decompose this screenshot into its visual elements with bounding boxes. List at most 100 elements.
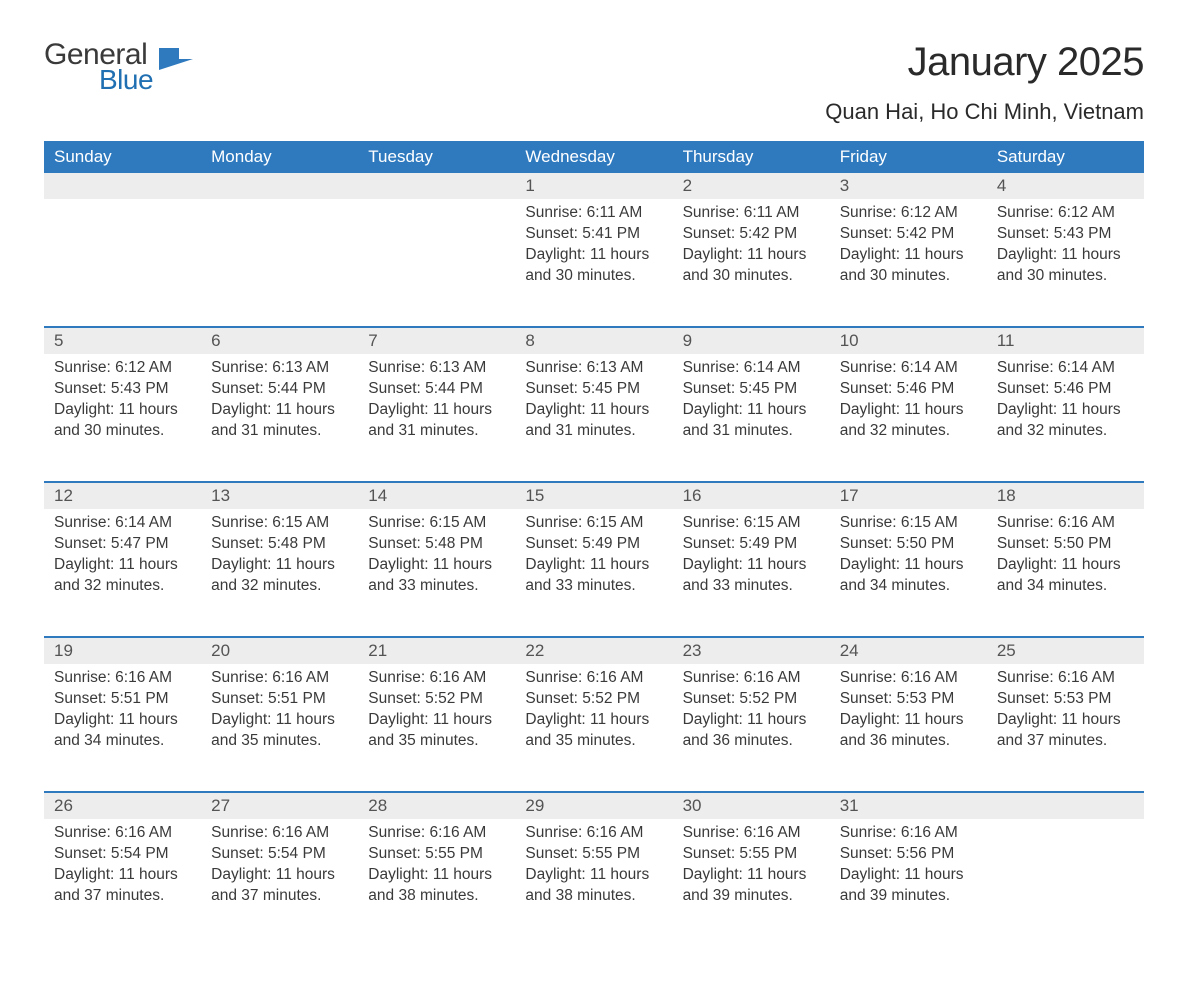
day-number-cell: 30 bbox=[673, 792, 830, 819]
sunset-line: Sunset: 5:52 PM bbox=[368, 689, 505, 710]
day-number-cell: 29 bbox=[515, 792, 672, 819]
sunset-line: Sunset: 5:42 PM bbox=[683, 224, 820, 245]
sunset-line: Sunset: 5:48 PM bbox=[368, 534, 505, 555]
day-content-cell: Sunrise: 6:16 AMSunset: 5:55 PMDaylight:… bbox=[515, 819, 672, 947]
day-content-cell: Sunrise: 6:16 AMSunset: 5:54 PMDaylight:… bbox=[201, 819, 358, 947]
day-number-cell: 19 bbox=[44, 637, 201, 664]
day-content-cell: Sunrise: 6:15 AMSunset: 5:49 PMDaylight:… bbox=[515, 509, 672, 637]
daylight-line: Daylight: 11 hours and 30 minutes. bbox=[54, 400, 191, 442]
month-title: January 2025 bbox=[825, 40, 1144, 85]
day-number-cell: 5 bbox=[44, 327, 201, 354]
sunrise-line: Sunrise: 6:13 AM bbox=[525, 358, 662, 379]
sunset-line: Sunset: 5:49 PM bbox=[683, 534, 820, 555]
daylight-line: Daylight: 11 hours and 36 minutes. bbox=[840, 710, 977, 752]
daylight-line: Daylight: 11 hours and 31 minutes. bbox=[525, 400, 662, 442]
sunset-line: Sunset: 5:52 PM bbox=[525, 689, 662, 710]
sunset-line: Sunset: 5:46 PM bbox=[997, 379, 1134, 400]
header: General Blue January 2025 Quan Hai, Ho C… bbox=[44, 40, 1144, 135]
day-content-cell bbox=[44, 199, 201, 327]
sunset-line: Sunset: 5:56 PM bbox=[840, 844, 977, 865]
daylight-line: Daylight: 11 hours and 33 minutes. bbox=[683, 555, 820, 597]
sunrise-line: Sunrise: 6:15 AM bbox=[211, 513, 348, 534]
daylight-line: Daylight: 11 hours and 37 minutes. bbox=[54, 865, 191, 907]
day-number-cell: 27 bbox=[201, 792, 358, 819]
sunset-line: Sunset: 5:41 PM bbox=[525, 224, 662, 245]
logo-blue-text: Blue bbox=[99, 66, 153, 94]
day-content-cell: Sunrise: 6:12 AMSunset: 5:42 PMDaylight:… bbox=[830, 199, 987, 327]
sunset-line: Sunset: 5:54 PM bbox=[54, 844, 191, 865]
day-number-row: 19202122232425 bbox=[44, 637, 1144, 664]
sunrise-line: Sunrise: 6:16 AM bbox=[997, 513, 1134, 534]
sunset-line: Sunset: 5:50 PM bbox=[840, 534, 977, 555]
sunset-line: Sunset: 5:48 PM bbox=[211, 534, 348, 555]
day-content-cell: Sunrise: 6:16 AMSunset: 5:53 PMDaylight:… bbox=[987, 664, 1144, 792]
daylight-line: Daylight: 11 hours and 36 minutes. bbox=[683, 710, 820, 752]
day-content-cell: Sunrise: 6:15 AMSunset: 5:50 PMDaylight:… bbox=[830, 509, 987, 637]
sunrise-line: Sunrise: 6:14 AM bbox=[54, 513, 191, 534]
day-content-cell: Sunrise: 6:16 AMSunset: 5:56 PMDaylight:… bbox=[830, 819, 987, 947]
day-number-cell: 9 bbox=[673, 327, 830, 354]
daylight-line: Daylight: 11 hours and 32 minutes. bbox=[54, 555, 191, 597]
sunset-line: Sunset: 5:50 PM bbox=[997, 534, 1134, 555]
sunrise-line: Sunrise: 6:12 AM bbox=[840, 203, 977, 224]
sunset-line: Sunset: 5:55 PM bbox=[368, 844, 505, 865]
day-content-cell: Sunrise: 6:16 AMSunset: 5:52 PMDaylight:… bbox=[358, 664, 515, 792]
day-content-cell bbox=[987, 819, 1144, 947]
weekday-header: Wednesday bbox=[515, 141, 672, 173]
sunset-line: Sunset: 5:49 PM bbox=[525, 534, 662, 555]
sunset-line: Sunset: 5:55 PM bbox=[683, 844, 820, 865]
day-content-cell: Sunrise: 6:16 AMSunset: 5:55 PMDaylight:… bbox=[673, 819, 830, 947]
weekday-header: Sunday bbox=[44, 141, 201, 173]
day-content-cell bbox=[358, 199, 515, 327]
sunrise-line: Sunrise: 6:16 AM bbox=[368, 823, 505, 844]
day-number-cell: 12 bbox=[44, 482, 201, 509]
day-content-row: Sunrise: 6:16 AMSunset: 5:51 PMDaylight:… bbox=[44, 664, 1144, 792]
day-number-row: 1234 bbox=[44, 173, 1144, 199]
day-content-cell: Sunrise: 6:15 AMSunset: 5:48 PMDaylight:… bbox=[358, 509, 515, 637]
day-number-cell: 2 bbox=[673, 173, 830, 199]
sunrise-line: Sunrise: 6:15 AM bbox=[368, 513, 505, 534]
day-content-cell: Sunrise: 6:11 AMSunset: 5:41 PMDaylight:… bbox=[515, 199, 672, 327]
sunset-line: Sunset: 5:43 PM bbox=[54, 379, 191, 400]
daylight-line: Daylight: 11 hours and 30 minutes. bbox=[525, 245, 662, 287]
day-content-cell: Sunrise: 6:15 AMSunset: 5:48 PMDaylight:… bbox=[201, 509, 358, 637]
day-content-cell: Sunrise: 6:12 AMSunset: 5:43 PMDaylight:… bbox=[987, 199, 1144, 327]
sunset-line: Sunset: 5:52 PM bbox=[683, 689, 820, 710]
sunrise-line: Sunrise: 6:16 AM bbox=[211, 823, 348, 844]
daylight-line: Daylight: 11 hours and 32 minutes. bbox=[211, 555, 348, 597]
day-content-cell: Sunrise: 6:16 AMSunset: 5:54 PMDaylight:… bbox=[44, 819, 201, 947]
sunrise-line: Sunrise: 6:16 AM bbox=[683, 668, 820, 689]
daylight-line: Daylight: 11 hours and 30 minutes. bbox=[840, 245, 977, 287]
day-number-cell: 4 bbox=[987, 173, 1144, 199]
daylight-line: Daylight: 11 hours and 34 minutes. bbox=[997, 555, 1134, 597]
daylight-line: Daylight: 11 hours and 39 minutes. bbox=[840, 865, 977, 907]
daylight-line: Daylight: 11 hours and 38 minutes. bbox=[525, 865, 662, 907]
sunrise-line: Sunrise: 6:14 AM bbox=[683, 358, 820, 379]
daylight-line: Daylight: 11 hours and 37 minutes. bbox=[997, 710, 1134, 752]
daylight-line: Daylight: 11 hours and 30 minutes. bbox=[683, 245, 820, 287]
day-number-cell bbox=[201, 173, 358, 199]
day-number-cell: 14 bbox=[358, 482, 515, 509]
sunrise-line: Sunrise: 6:14 AM bbox=[997, 358, 1134, 379]
sunset-line: Sunset: 5:44 PM bbox=[211, 379, 348, 400]
sunrise-line: Sunrise: 6:16 AM bbox=[997, 668, 1134, 689]
sunrise-line: Sunrise: 6:16 AM bbox=[525, 823, 662, 844]
sunset-line: Sunset: 5:45 PM bbox=[683, 379, 820, 400]
daylight-line: Daylight: 11 hours and 32 minutes. bbox=[840, 400, 977, 442]
sunrise-line: Sunrise: 6:15 AM bbox=[525, 513, 662, 534]
day-content-cell: Sunrise: 6:15 AMSunset: 5:49 PMDaylight:… bbox=[673, 509, 830, 637]
sunrise-line: Sunrise: 6:16 AM bbox=[54, 823, 191, 844]
daylight-line: Daylight: 11 hours and 39 minutes. bbox=[683, 865, 820, 907]
day-number-cell: 21 bbox=[358, 637, 515, 664]
sunset-line: Sunset: 5:43 PM bbox=[997, 224, 1134, 245]
day-number-cell: 17 bbox=[830, 482, 987, 509]
day-number-cell: 25 bbox=[987, 637, 1144, 664]
day-content-row: Sunrise: 6:16 AMSunset: 5:54 PMDaylight:… bbox=[44, 819, 1144, 947]
day-number-cell: 3 bbox=[830, 173, 987, 199]
day-content-cell: Sunrise: 6:16 AMSunset: 5:55 PMDaylight:… bbox=[358, 819, 515, 947]
day-content-cell: Sunrise: 6:14 AMSunset: 5:46 PMDaylight:… bbox=[830, 354, 987, 482]
day-content-cell: Sunrise: 6:16 AMSunset: 5:51 PMDaylight:… bbox=[201, 664, 358, 792]
sunrise-line: Sunrise: 6:16 AM bbox=[683, 823, 820, 844]
day-number-cell: 11 bbox=[987, 327, 1144, 354]
weekday-header: Friday bbox=[830, 141, 987, 173]
